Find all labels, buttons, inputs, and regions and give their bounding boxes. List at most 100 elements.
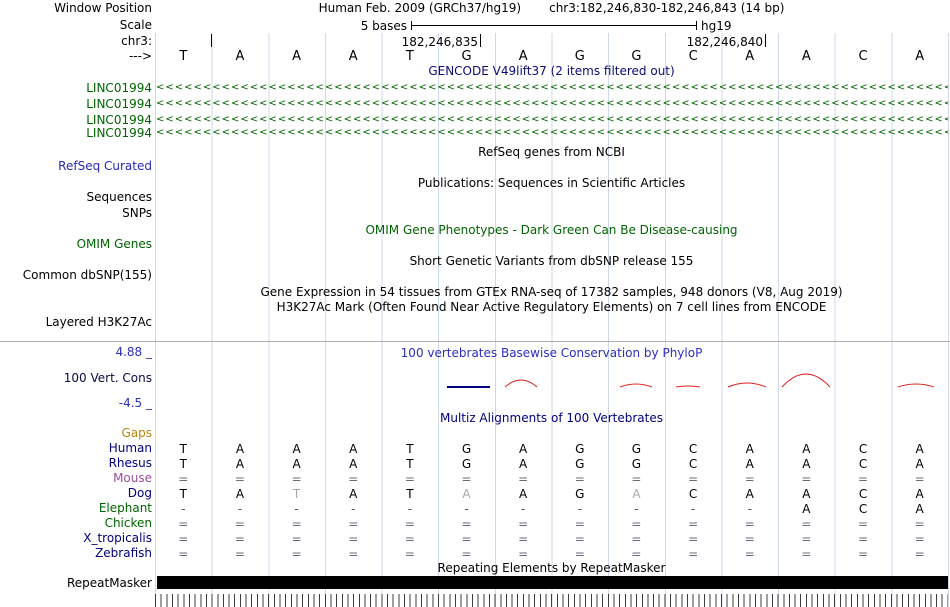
snps-label[interactable]: SNPs (122, 206, 152, 220)
alignment-cell: T (292, 487, 301, 501)
dbsnp-center-label[interactable]: Short Genetic Variants from dbSNP releas… (409, 254, 694, 268)
wiggle-mark (727, 382, 767, 388)
phylop-wiggle[interactable] (155, 345, 948, 407)
alignment-cell: = (631, 532, 642, 546)
sequences-label[interactable]: Sequences (86, 190, 152, 204)
alignment-cell: T (179, 487, 187, 501)
gene-strand-row[interactable]: <<<<<<<<<<<<<<<<<<<<<<<<<<<<<<<<<<<<<<<<… (156, 127, 948, 138)
gene-strand-row[interactable]: <<<<<<<<<<<<<<<<<<<<<<<<<<<<<<<<<<<<<<<<… (156, 82, 948, 93)
alignment-cell: = (348, 517, 359, 531)
alignment-cell: = (631, 472, 642, 486)
alignment-cell: = (518, 532, 529, 546)
species-label-dog[interactable]: Dog (127, 486, 152, 500)
alignment-cell: - (351, 502, 356, 516)
omim-genes-label[interactable]: OMIM Genes (76, 237, 152, 251)
alignment-cell: = (348, 472, 359, 486)
alignment-cell: = (857, 472, 869, 486)
omim-center-label[interactable]: OMIM Gene Phenotypes - Dark Green Can Be… (365, 223, 738, 237)
alignment-cell: C (858, 457, 868, 471)
repeatmasker-label[interactable]: RepeatMasker (66, 576, 152, 590)
alignment-cell: C (858, 487, 868, 501)
ruler-base: T (405, 49, 414, 64)
alignment-cell: G (575, 457, 585, 471)
alignment-cell: = (178, 472, 189, 486)
gencode-center-label[interactable]: GENCODE V49lift37 (2 items filtered out) (428, 64, 675, 78)
alignment-cell: = (291, 532, 302, 546)
alignment-cell: A (292, 457, 301, 471)
alignment-cell: A (349, 487, 358, 501)
gene-label-linc01994[interactable]: LINC01994 (86, 81, 152, 95)
alignment-cell: A (519, 442, 528, 456)
refseq-center-label[interactable]: RefSeq genes from NCBI (478, 145, 625, 159)
gene-strand-row[interactable]: <<<<<<<<<<<<<<<<<<<<<<<<<<<<<<<<<<<<<<<<… (156, 98, 948, 109)
species-label-rhesus[interactable]: Rhesus (108, 456, 152, 470)
common-dbsnp-label[interactable]: Common dbSNP(155) (22, 268, 152, 282)
scale-genome: hg19 (701, 19, 732, 33)
repeatmasker-center-label[interactable]: Repeating Elements by RepeatMasker (437, 561, 666, 575)
alignment-cell: = (518, 517, 529, 531)
alignment-cell: A (349, 442, 358, 456)
ruler-base: T (179, 49, 188, 64)
alignment-cell: A (235, 487, 245, 501)
alignment-cell: = (744, 532, 755, 546)
ruler-base: A (235, 49, 245, 64)
ruler-base: G (574, 49, 585, 64)
species-label-human[interactable]: Human (108, 441, 152, 455)
ruler-tick (765, 34, 766, 47)
alignment-cell: - (634, 502, 639, 516)
window-title: Human Feb. 2009 (GRCh37/hg19) chr3:182,24… (155, 2, 948, 15)
alignment-cell: = (404, 472, 415, 486)
alignment-cell: A (802, 502, 811, 516)
alignment-cell: G (631, 442, 642, 456)
gene-label-linc01994[interactable]: LINC01994 (86, 97, 152, 111)
alignment-cell: - (520, 502, 526, 516)
ruler-base: G (631, 49, 642, 64)
alignment-cell: T (179, 457, 187, 471)
alignment-cell: = (857, 547, 869, 561)
chromosome-label: chr3: (121, 34, 152, 48)
alignment-cell: = (291, 547, 302, 561)
alignment-cell: = (914, 472, 925, 486)
phylop-center-label[interactable]: 100 vertebrates Basewise Conservation by… (400, 346, 703, 360)
species-label-mouse[interactable]: Mouse (113, 471, 152, 485)
alignment-cell: = (574, 532, 585, 546)
alignment-cell: - (577, 502, 582, 516)
ruler-tick (480, 34, 481, 47)
h3k27ac-center-label[interactable]: H3K27Ac Mark (Often Found Near Active Re… (276, 300, 827, 314)
alignment-cell: = (801, 472, 812, 486)
wiggle-mark (781, 373, 831, 388)
publications-center-label[interactable]: Publications: Sequences in Scientific Ar… (417, 176, 686, 190)
alignment-cell: A (519, 487, 528, 501)
alignment-cell: = (688, 472, 699, 486)
alignment-cell: = (914, 517, 925, 531)
species-label-zebrafish[interactable]: Zebrafish (95, 546, 152, 560)
gene-label-linc01994[interactable]: LINC01994 (86, 113, 152, 127)
species-label-elephant[interactable]: Elephant (98, 501, 152, 515)
gaps-label[interactable]: Gaps (121, 426, 152, 440)
alignment-cell: A (915, 487, 924, 501)
refseq-curated-label[interactable]: RefSeq Curated (58, 159, 152, 173)
scale-label: Scale (119, 18, 152, 32)
alignment-cell: = (574, 547, 585, 561)
alignment-cell: = (291, 517, 302, 531)
alignment-cell: = (801, 517, 812, 531)
species-label-chicken[interactable]: Chicken (104, 516, 152, 530)
column-guidelines (155, 33, 949, 607)
alignment-cell: C (858, 442, 868, 456)
vert-cons-label[interactable]: 100 Vert. Cons (63, 371, 152, 385)
alignment-cell: - (237, 502, 243, 516)
repeatmasker-bar[interactable] (157, 576, 948, 589)
layered-h3k27ac-label[interactable]: Layered H3K27Ac (45, 315, 152, 329)
ruler-base: G (461, 49, 472, 64)
species-label-x_tropicalis[interactable]: X_tropicalis (83, 531, 152, 545)
gene-label-linc01994[interactable]: LINC01994 (86, 126, 152, 140)
alignment-cell: G (575, 487, 585, 501)
gtex-center-label[interactable]: Gene Expression in 54 tissues from GTEx … (260, 285, 843, 299)
multiz-center-label[interactable]: Multiz Alignments of 100 Vertebrates (439, 411, 664, 425)
alignment-cell: = (574, 517, 585, 531)
alignment-cell: = (178, 547, 189, 561)
alignment-cell: A (802, 442, 811, 456)
alignment-cell: = (631, 517, 642, 531)
gene-strand-row[interactable]: <<<<<<<<<<<<<<<<<<<<<<<<<<<<<<<<<<<<<<<<… (156, 114, 948, 125)
